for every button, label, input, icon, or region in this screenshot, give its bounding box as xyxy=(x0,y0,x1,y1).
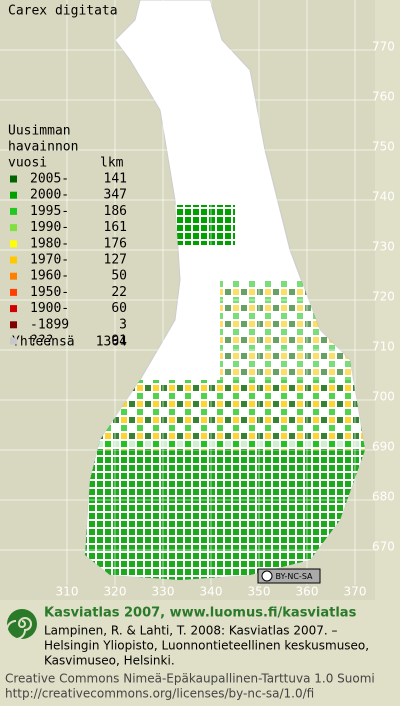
legend-swatch xyxy=(10,175,17,183)
legend-total-label: Yhteensä xyxy=(12,335,75,350)
grid-label: 720 xyxy=(372,290,395,304)
legend-period: -1899 xyxy=(30,317,69,332)
legend-count: 91 xyxy=(111,334,127,349)
legend-heading: havainnon xyxy=(8,140,78,155)
grid-label: 320 xyxy=(104,585,127,599)
grid-label: 710 xyxy=(372,340,395,354)
legend-count: 60 xyxy=(111,301,127,316)
legend-swatch xyxy=(10,288,17,296)
citation: Kasvimuseo, Helsinki. xyxy=(44,654,175,668)
legend-period: 1990- xyxy=(30,220,69,235)
legend-swatch xyxy=(10,272,17,280)
legend-period: 1960- xyxy=(30,269,69,284)
legend-swatch xyxy=(10,256,17,264)
grid-label: 330 xyxy=(152,585,175,599)
legend-count: 186 xyxy=(104,204,127,219)
license-badge-text: BY-NC-SA xyxy=(275,572,313,581)
grid-label: 350 xyxy=(248,585,271,599)
legend-period: 1950- xyxy=(30,285,69,300)
legend-swatch xyxy=(10,191,17,199)
legend-period: 1980- xyxy=(30,236,69,251)
grid-label: 360 xyxy=(296,585,319,599)
legend-period: 1995- xyxy=(30,204,69,219)
legend-count: 141 xyxy=(104,172,127,187)
legend-swatch xyxy=(10,240,17,248)
license-text: Creative Commons Nimeä-Epäkaupallinen-Ta… xyxy=(5,672,375,686)
legend-count: 3 xyxy=(119,317,127,332)
license-badge: BY-NC-SA xyxy=(257,568,321,584)
grid-label: 760 xyxy=(372,90,395,104)
legend-swatch xyxy=(10,321,17,329)
license-text: http://creativecommons.org/licenses/by-n… xyxy=(5,687,314,701)
legend-swatch xyxy=(10,207,17,215)
legend-count: 161 xyxy=(104,220,127,235)
legend-column-label: lkm xyxy=(100,156,124,171)
grid-label: 770 xyxy=(372,40,395,54)
legend-swatch xyxy=(10,337,17,345)
grid-label: 670 xyxy=(372,540,395,554)
legend-count: 127 xyxy=(104,253,127,268)
grid-label: 370 xyxy=(344,585,367,599)
grid-label: 700 xyxy=(372,390,395,404)
grid-label: 730 xyxy=(372,240,395,254)
legend-total: 1364 xyxy=(96,335,127,350)
legend-count: 176 xyxy=(104,236,127,251)
legend-count: 22 xyxy=(111,285,127,300)
grid-label: 680 xyxy=(372,490,395,504)
footer-heading: Kasviatlas 2007, www.luomus.fi/kasviatla… xyxy=(44,606,357,621)
map-title: Carex digitata xyxy=(8,4,118,19)
legend-heading: Uusimman xyxy=(8,124,71,139)
legend-column-label: vuosi xyxy=(8,156,47,171)
legend-count: 50 xyxy=(111,269,127,284)
logo xyxy=(6,609,37,640)
legend-period: 1970- xyxy=(30,253,69,268)
legend-period: ??? xyxy=(30,334,53,349)
legend-period: 2000- xyxy=(30,188,69,203)
grid-label: 340 xyxy=(200,585,223,599)
legend-count: 347 xyxy=(104,188,127,203)
legend-swatch xyxy=(10,224,17,232)
grid-label: 690 xyxy=(372,440,395,454)
legend-period: 1900- xyxy=(30,301,69,316)
grid-label: 750 xyxy=(372,140,395,154)
citation: Helsingin Yliopisto, Luonnontieteellinen… xyxy=(44,639,369,653)
grid-label: 310 xyxy=(56,585,79,599)
legend-period: 2005- xyxy=(30,172,69,187)
citation: Lampinen, R. & Lahti, T. 2008: Kasviatla… xyxy=(44,624,338,638)
legend-swatch xyxy=(10,305,17,313)
grid-label: 740 xyxy=(372,190,395,204)
